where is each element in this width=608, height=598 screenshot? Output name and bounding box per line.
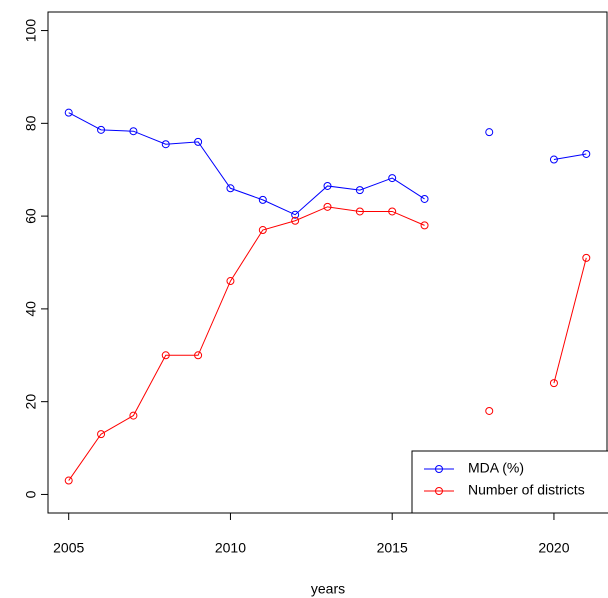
y-tick-label: 100 bbox=[23, 19, 39, 43]
x-tick-label: 2020 bbox=[538, 540, 569, 556]
plot-box bbox=[47, 11, 608, 514]
point bbox=[388, 174, 397, 183]
point bbox=[323, 181, 332, 190]
point bbox=[323, 202, 332, 211]
point bbox=[258, 195, 267, 204]
point bbox=[388, 207, 397, 216]
y-tick-label: 60 bbox=[23, 208, 39, 224]
x-tick-label: 2015 bbox=[377, 540, 408, 556]
point bbox=[64, 108, 73, 117]
point bbox=[161, 351, 170, 360]
legend-marker bbox=[435, 465, 443, 473]
legend-box bbox=[411, 450, 608, 514]
point bbox=[291, 216, 300, 225]
legend-marker bbox=[435, 487, 443, 495]
point bbox=[582, 149, 591, 158]
point bbox=[97, 125, 106, 134]
point bbox=[226, 184, 235, 193]
point bbox=[582, 253, 591, 262]
y-tick-label: 20 bbox=[23, 394, 39, 410]
series-line bbox=[68, 112, 587, 216]
point bbox=[129, 411, 138, 420]
point bbox=[226, 277, 235, 286]
x-tick-label: 2005 bbox=[53, 540, 84, 556]
point bbox=[485, 406, 494, 415]
point bbox=[194, 137, 203, 146]
legend-label: MDA (%) bbox=[468, 460, 524, 476]
x-tick-label: 2010 bbox=[215, 540, 246, 556]
point bbox=[258, 226, 267, 235]
x-axis-label: years bbox=[311, 581, 345, 597]
y-tick-label: 0 bbox=[23, 490, 39, 498]
y-tick-label: 80 bbox=[23, 115, 39, 131]
y-tick-label: 40 bbox=[23, 301, 39, 317]
point bbox=[291, 210, 300, 219]
point bbox=[97, 430, 106, 439]
point bbox=[420, 194, 429, 203]
point bbox=[64, 476, 73, 485]
point bbox=[549, 379, 558, 388]
point bbox=[129, 127, 138, 136]
point bbox=[355, 186, 364, 195]
point bbox=[485, 128, 494, 137]
series-line bbox=[68, 206, 587, 481]
legend-label: Number of districts bbox=[468, 482, 585, 498]
point bbox=[355, 207, 364, 216]
point bbox=[420, 221, 429, 230]
point bbox=[549, 155, 558, 164]
point bbox=[161, 140, 170, 149]
point bbox=[194, 351, 203, 360]
